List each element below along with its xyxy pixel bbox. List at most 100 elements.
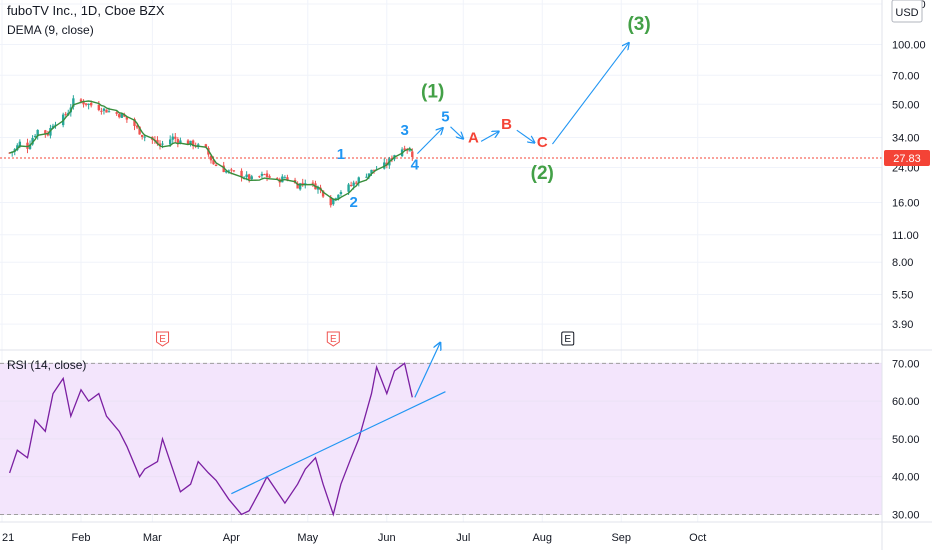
price-tick-label: 34.00 [892, 133, 920, 145]
rsi-indicator-label[interactable]: RSI (14, close) [7, 358, 86, 372]
candle-body [33, 135, 37, 137]
candle-body [365, 176, 368, 178]
candle-body [408, 150, 411, 152]
earnings-badge [326, 331, 340, 347]
candle-body [72, 98, 75, 107]
earnings-marker[interactable]: E [326, 331, 340, 347]
candle-body [332, 198, 335, 205]
rsi-tick-label: 70.00 [892, 358, 920, 370]
candle-body [18, 141, 22, 147]
earnings-badge [156, 331, 170, 347]
time-tick-label: Mar [143, 532, 162, 544]
time-tick-label: Sep [611, 532, 631, 544]
candle-body [171, 136, 174, 140]
wave-projection-arrow [416, 128, 442, 155]
candle-body [107, 111, 111, 113]
wave-projection-arrow [552, 43, 628, 145]
candle-body [227, 170, 231, 172]
impulse-label: 3 [400, 122, 408, 139]
earnings-letter: E [564, 334, 571, 345]
candle-body [51, 125, 55, 129]
candle-body [240, 170, 243, 178]
candle-body [89, 102, 93, 106]
candle-body [357, 177, 360, 184]
candle-body [316, 186, 320, 190]
candle-body [370, 169, 373, 174]
candle-body [232, 170, 236, 172]
candle-body [311, 182, 315, 184]
candle-body [349, 185, 353, 187]
candle-body [64, 113, 67, 115]
candle-body [212, 160, 215, 165]
candle-body [28, 144, 32, 149]
candle-body [8, 152, 11, 154]
dema-indicator-label[interactable]: DEMA (9, close) [7, 23, 94, 37]
candle-body [411, 151, 414, 158]
candle-body [140, 134, 144, 137]
candle-body [403, 148, 406, 150]
price-tick-label: 3.90 [892, 319, 913, 331]
candle-body [355, 182, 358, 184]
candle-body [347, 184, 350, 192]
time-tick-label: Jul [456, 532, 470, 544]
candle-body [156, 139, 159, 144]
currency-badge[interactable] [891, 0, 923, 23]
dema-line [9, 100, 413, 201]
candle-body [245, 174, 248, 178]
time-tick-label: Apr [223, 532, 240, 544]
candle-body [265, 173, 269, 177]
candle-body [97, 104, 101, 111]
correction-label: C [537, 134, 548, 151]
wave-labels: 1 2 34 5 A B C (1) (2) (3) [337, 14, 651, 211]
candle-body [286, 177, 289, 181]
degree-label: (2) [531, 163, 554, 184]
candle-body [102, 108, 106, 111]
price-tick-label: 16.00 [892, 197, 920, 209]
candle-body [174, 136, 177, 139]
candle-body [321, 190, 325, 197]
time-tick-label: Aug [532, 532, 552, 544]
last-price-badge [884, 150, 930, 166]
earnings-marker[interactable]: E [156, 331, 170, 347]
candle-body [214, 164, 218, 167]
rsi-tick-label: 50.00 [892, 434, 920, 446]
time-axis[interactable]: 21 Feb Mar Apr May Jun Jul Aug Sep Oct [2, 532, 706, 544]
candle-body [352, 182, 355, 186]
candle-body [191, 140, 195, 147]
time-tick-label: 21 [2, 532, 14, 544]
candle-body [133, 119, 136, 126]
rsi-axis[interactable]: 70.00 60.00 50.00 40.00 30.00 [892, 358, 920, 521]
candle-body [367, 173, 371, 178]
wave-projection-arrow [516, 129, 535, 143]
candle-body [125, 116, 129, 120]
currency-label: USD [895, 7, 918, 19]
candle-body [44, 130, 47, 134]
candle-body [337, 194, 340, 199]
candle-body [334, 198, 338, 200]
candle-body [204, 144, 208, 148]
candle-body [143, 136, 146, 138]
wave-projection-arrows [416, 43, 629, 155]
candle-body [120, 113, 123, 118]
price-tick-label: 11.00 [892, 230, 919, 242]
earnings-marker[interactable]: E [561, 331, 575, 346]
candle-body [168, 139, 172, 145]
last-price-label: 27.83 [893, 153, 921, 165]
candle-body [390, 157, 394, 160]
candle-body [31, 138, 34, 145]
earnings-badge [561, 331, 575, 346]
rsi-line [8, 362, 413, 517]
candle-body [82, 102, 85, 105]
rsi-trendline[interactable] [231, 391, 446, 495]
candle-body [100, 110, 103, 112]
candle-body [260, 173, 264, 176]
candle-body [222, 165, 225, 173]
correction-label: A [468, 130, 479, 147]
earnings-letter: E [330, 334, 337, 345]
candle-body [138, 126, 141, 135]
rsi-tick-label: 60.00 [892, 396, 920, 408]
candle-body [16, 145, 19, 151]
candle-body [329, 197, 332, 206]
